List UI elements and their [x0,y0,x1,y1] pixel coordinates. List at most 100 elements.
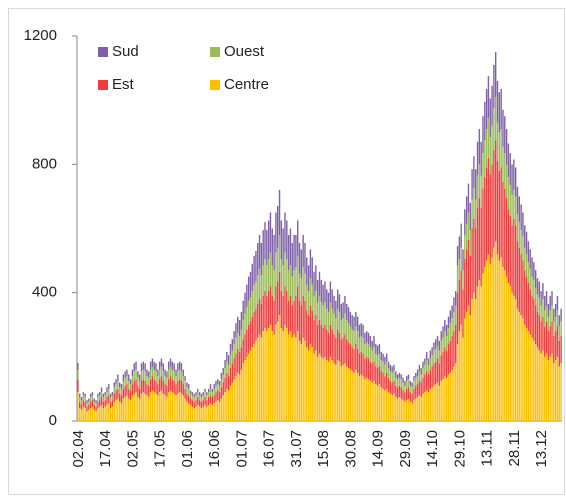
x-tick-label: 15.08 [315,430,332,468]
bar-segment [534,305,537,344]
bar-segment [177,393,179,421]
bar-segment [173,363,175,372]
bar-segment [109,396,112,402]
bar-segment [386,372,388,389]
bar-segment [484,140,486,178]
bar-segment [140,363,143,372]
bar-segment [364,358,366,380]
bar-segment [455,324,457,364]
bar-segment [484,101,486,141]
bar-segment [475,299,477,421]
bar-segment [324,324,326,357]
bar-segment [380,352,382,361]
bar-segment [289,228,292,266]
bar-segment [120,395,123,404]
bar-segment [209,395,212,404]
bar-segment [169,376,172,391]
bar-segment [200,396,203,402]
bar-segment [162,380,164,394]
bar-segment [527,283,530,332]
bar-segment [322,284,324,306]
bar-segment [396,398,399,421]
bar-segment [424,392,426,421]
bar-segment [289,295,292,332]
bar-segment [293,234,295,271]
bar-segment [264,258,266,292]
bar-segment [186,393,188,402]
bar-segment [327,361,330,421]
bar-segment [438,363,441,386]
bar-segment [371,350,373,364]
bar-segment [558,340,560,367]
bar-segment [402,377,404,383]
bar-segment [304,340,306,421]
bar-segment [462,337,464,421]
bar-segment [171,369,174,380]
bar-segment [191,392,194,396]
bar-segment [538,350,540,421]
bar-segment [387,392,390,421]
bar-segment [455,291,457,306]
bar-segment [148,385,150,397]
bar-segment [231,339,234,351]
bar-segment [155,393,157,421]
bar-segment [344,363,346,421]
bar-segment [342,364,344,421]
bar-segment [335,300,337,319]
bar-segment [558,366,560,421]
bar-segment [386,361,388,373]
bar-segment [467,212,470,240]
bar-segment [513,190,515,219]
bar-segment [367,358,370,380]
bar-segment [180,380,183,394]
bar-segment [135,369,137,380]
bar-segment [106,387,108,393]
y-tick-label: 400 [32,284,57,301]
bar-segment [84,396,86,402]
bar-segment [336,308,339,330]
bar-segment [260,303,263,338]
bar-segment [264,327,266,421]
bar-segment [235,323,237,338]
bar-segment [249,271,252,298]
bar-segment [104,395,106,401]
bar-segment [289,331,292,421]
bar-segment [233,331,235,344]
bar-segment [240,369,243,421]
bar-segment [554,331,557,361]
bar-segment [286,258,288,292]
bar-segment [186,382,188,388]
bar-segment [226,352,228,362]
bar-segment [231,350,234,364]
bar-segment [273,300,275,335]
bar-segment [467,239,470,306]
bar-segment [142,361,145,370]
bar-segment [320,324,323,357]
bar-segment [115,379,117,385]
x-tick-label: 17.05 [152,430,169,468]
bar-segment [229,385,232,421]
bar-segment [315,315,317,351]
bar-segment [120,403,123,421]
bar-segment [560,363,562,421]
bar-segment [293,270,295,301]
bar-segment [113,382,115,388]
bar-segment [188,388,190,396]
bar-segment [178,379,181,393]
bar-segment [206,395,208,401]
bar-segment [487,254,490,421]
bar-segment [168,379,170,393]
bar-segment [77,369,79,380]
bar-segment [371,340,373,351]
bar-segment [273,334,275,421]
bar-segment [364,379,366,421]
bar-segment [344,295,346,314]
bar-segment [106,392,108,397]
bar-segment [244,360,246,421]
bar-segment [456,344,459,421]
bar-segment [556,295,559,311]
bar-segment [493,247,495,421]
bar-segment [224,368,226,378]
bar-segment [124,396,126,421]
bar-segment [184,388,186,399]
